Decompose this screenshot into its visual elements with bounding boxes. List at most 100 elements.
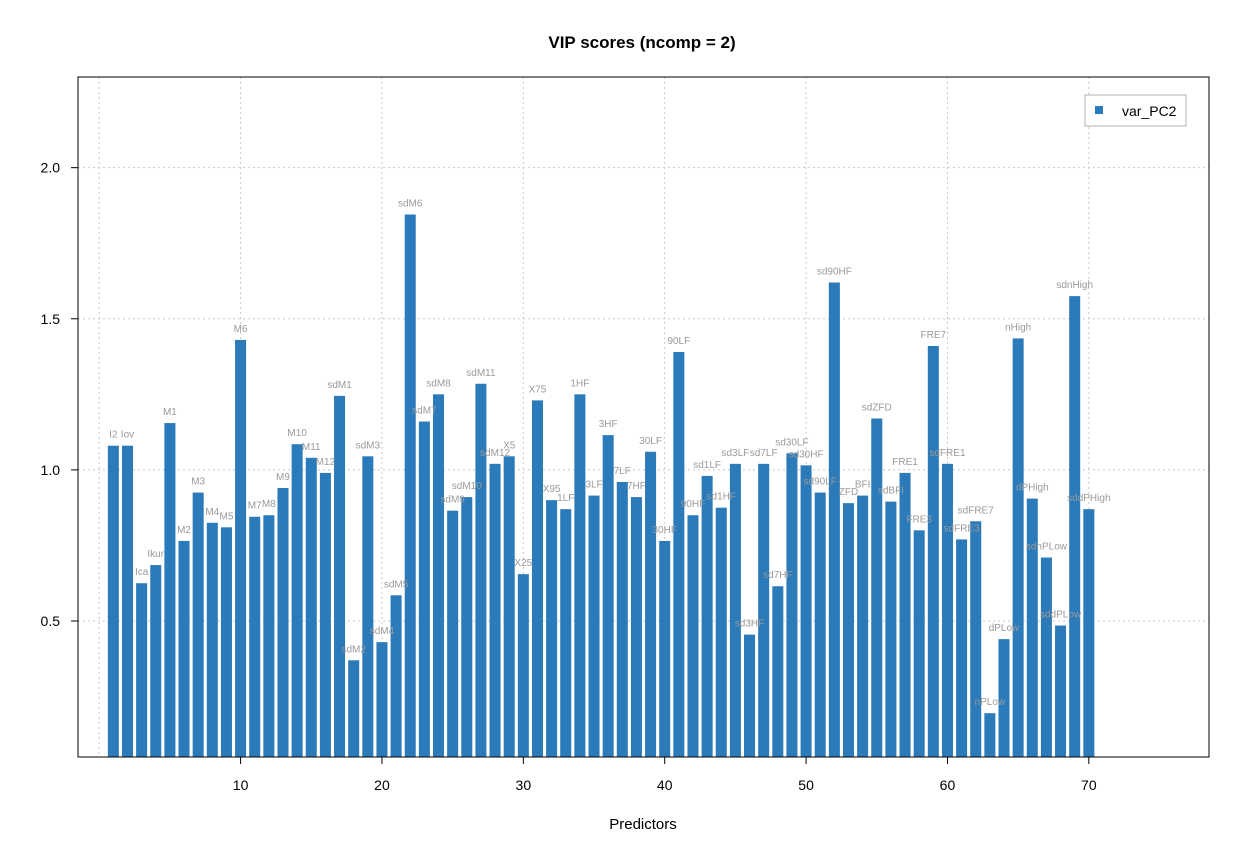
bar — [673, 352, 685, 757]
bar-label: sd90HF — [817, 267, 852, 278]
bar — [1069, 296, 1081, 757]
bar-label: X25 — [514, 558, 532, 569]
bar — [998, 639, 1010, 757]
legend-swatch — [1095, 106, 1103, 114]
bar-label: M7 — [248, 501, 262, 512]
bar — [390, 595, 402, 757]
y-tick-label: 2.0 — [41, 160, 61, 176]
bar — [334, 395, 346, 757]
bar-label: sd3HF — [735, 619, 764, 630]
bar-label: sd7LF — [750, 448, 778, 459]
bar — [348, 660, 360, 757]
y-tick-label: 0.5 — [41, 613, 61, 629]
bar — [291, 444, 303, 757]
bar — [277, 488, 289, 757]
bar — [235, 339, 247, 757]
bar-label: M4 — [205, 507, 219, 518]
legend: var_PC2 — [1084, 94, 1187, 127]
bar — [941, 463, 953, 757]
bar-label: sdBFI — [878, 486, 904, 497]
bar-label: 3HF — [599, 419, 618, 430]
bar — [178, 540, 190, 757]
bars — [107, 214, 1095, 757]
bar-label: sdM8 — [426, 378, 451, 389]
bar — [885, 501, 897, 757]
bar — [489, 463, 501, 757]
bar-label: M12 — [316, 457, 336, 468]
bar — [744, 634, 756, 757]
plot-frame — [77, 76, 1210, 758]
bar — [362, 456, 374, 757]
bar-label: FRE1 — [892, 457, 918, 468]
bar — [913, 530, 925, 757]
bar-label: sdM11 — [466, 368, 496, 379]
bar-label: nPLow — [975, 697, 1006, 708]
x-tick-label: 60 — [940, 777, 956, 793]
bar-label: sdFRE1 — [929, 448, 966, 459]
bar-label: sdM7 — [412, 406, 437, 417]
bar — [150, 565, 162, 757]
bar-label: sdM3 — [356, 440, 381, 451]
bar — [305, 457, 317, 757]
bar-labels: I2 Iov Ica Ikur M1 M2 M3 M4 M5 M6 M7 M8 M9 M10 M11 M12 s… — [109, 199, 1110, 709]
bar-label: ZFD — [839, 487, 858, 498]
bar — [871, 418, 883, 757]
bar — [814, 492, 826, 757]
bar-label: X5 — [503, 440, 516, 451]
x-tick-label: 10 — [233, 777, 249, 793]
bar-label: dPHigh — [1016, 483, 1049, 494]
bar-label: dPLow — [989, 623, 1020, 634]
bar-label: sddPLow — [1040, 610, 1082, 621]
bar-label: sdM2 — [341, 644, 366, 655]
bar — [800, 465, 812, 757]
bar-label: 1HF — [570, 378, 589, 389]
bar — [319, 472, 331, 757]
bar-label: sd3LF — [721, 448, 749, 459]
grid — [78, 77, 1209, 757]
bar — [630, 497, 642, 757]
x-tick-label: 40 — [657, 777, 673, 793]
x-tick-label: 70 — [1081, 777, 1097, 793]
bar — [107, 445, 119, 757]
bar-label: sdnHigh — [1056, 280, 1093, 291]
bar-label: sdFRE7 — [958, 505, 995, 516]
bar-label: BFI — [855, 480, 871, 491]
bar-label: I2 — [109, 430, 118, 441]
bar — [1040, 557, 1052, 757]
x-axis-label: Predictors — [609, 816, 677, 833]
bar — [729, 463, 741, 757]
bar-label: M9 — [276, 472, 290, 483]
chart-title: VIP scores (ncomp = 2) — [548, 33, 735, 52]
bar — [616, 481, 628, 757]
bar-label: nHigh — [1005, 322, 1031, 333]
bar — [758, 463, 770, 757]
bar — [447, 510, 459, 757]
bar — [263, 515, 275, 757]
bar — [249, 516, 261, 757]
legend-entry: var_PC2 — [1122, 103, 1177, 119]
bar-label: sd30LF — [775, 437, 808, 448]
bar-label: sdM4 — [370, 626, 395, 637]
bar — [376, 642, 388, 757]
bar — [432, 394, 445, 757]
bar — [517, 574, 529, 757]
bar — [772, 586, 784, 757]
bar — [546, 500, 558, 757]
bar — [1012, 338, 1024, 757]
bar — [560, 509, 572, 757]
y-tick-label: 1.5 — [41, 311, 61, 327]
bar-label: sd7HF — [763, 570, 792, 581]
bar — [404, 214, 416, 757]
bar-label: 90HF — [681, 499, 705, 510]
bar — [1026, 498, 1038, 757]
bar-label: sd1LF — [693, 460, 721, 471]
bar-label: Ica — [135, 567, 149, 578]
bar — [206, 522, 218, 757]
bar — [828, 282, 840, 757]
bar-label: sdnPLow — [1026, 542, 1068, 553]
bar-label: 30HF — [652, 525, 676, 536]
bar-label: sdZFD — [862, 403, 892, 414]
bar — [164, 423, 176, 757]
bar — [192, 492, 204, 757]
